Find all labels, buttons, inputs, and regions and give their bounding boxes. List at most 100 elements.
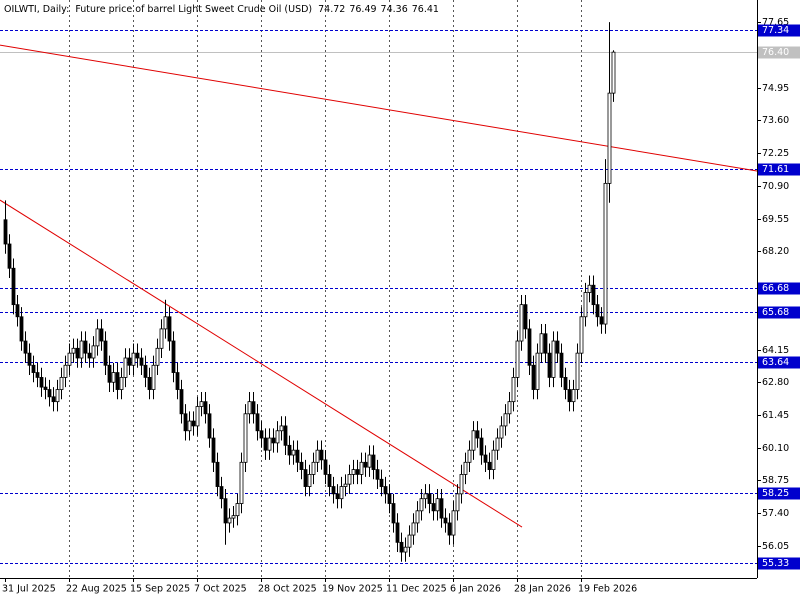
candle-body xyxy=(131,352,136,366)
candle-body xyxy=(151,364,156,390)
level-label: 63.64 xyxy=(762,357,789,368)
x-tick-label: 7 Oct 2025 xyxy=(194,584,247,595)
level-label-box xyxy=(758,356,800,369)
candle-body xyxy=(7,243,12,269)
candle-body xyxy=(147,377,152,390)
candle-body xyxy=(283,425,288,446)
candle-body xyxy=(443,517,448,524)
candle-body xyxy=(15,304,20,318)
level-label: 65.68 xyxy=(762,307,789,318)
candle-body xyxy=(483,454,488,463)
candle-body xyxy=(91,345,96,359)
candle-body xyxy=(75,347,80,359)
candle-body xyxy=(327,474,332,487)
candle-body xyxy=(419,498,424,512)
candle-body xyxy=(11,267,16,306)
candle-body xyxy=(307,474,312,487)
candle-body xyxy=(455,493,460,512)
candle-body xyxy=(471,430,476,451)
bid-label-box xyxy=(758,46,800,59)
candle-body xyxy=(503,413,508,427)
level-label-box xyxy=(758,282,800,295)
level-label-box xyxy=(758,24,800,37)
candle-body xyxy=(467,449,472,463)
candle-body xyxy=(187,420,192,432)
y-tick-label: 60.10 xyxy=(762,443,789,454)
y-tick-label: 58.75 xyxy=(762,475,789,486)
level-label: 58.25 xyxy=(762,488,789,499)
level-label: 55.33 xyxy=(762,558,789,569)
candle-body xyxy=(171,340,176,373)
candle-body xyxy=(31,364,36,373)
candle-body xyxy=(591,284,596,306)
candle-body xyxy=(475,430,480,439)
candle-body xyxy=(63,364,68,378)
candle-body xyxy=(571,389,576,403)
x-tick-label: 28 Jan 2026 xyxy=(514,584,571,595)
candle-body xyxy=(219,486,224,500)
candle-body xyxy=(599,316,604,325)
candle-body xyxy=(587,284,592,293)
x-tick-label: 6 Jan 2026 xyxy=(450,584,501,595)
candle-body xyxy=(575,352,580,390)
candle-body xyxy=(491,449,496,470)
candle-body xyxy=(403,546,408,553)
candle-body xyxy=(495,437,500,451)
candle-body xyxy=(379,478,384,487)
trendline xyxy=(0,199,523,528)
candle-body xyxy=(371,454,376,470)
x-tick-label: 19 Feb 2026 xyxy=(578,584,637,595)
candle-body xyxy=(359,461,364,475)
candle-body xyxy=(95,328,100,347)
level-label: 66.68 xyxy=(762,283,789,294)
y-tick-label: 56.05 xyxy=(762,541,789,552)
candle-body xyxy=(259,430,264,439)
candle-body xyxy=(547,352,552,378)
y-tick-label: 77.65 xyxy=(762,17,789,28)
candle-body xyxy=(83,340,88,354)
candle-body xyxy=(383,486,388,495)
candle-body xyxy=(183,413,188,432)
level-label-box xyxy=(758,306,800,319)
candle-body xyxy=(315,449,320,463)
candle-body xyxy=(479,437,484,456)
candle-body xyxy=(435,498,440,512)
x-tick-label: 31 Jul 2025 xyxy=(2,584,56,595)
candle-body xyxy=(355,469,360,475)
axis: 31 Jul 2025 22 Aug 2025 15 Sep 2025 7 Oct 2… xyxy=(2,17,800,595)
candle-body xyxy=(59,377,64,390)
candle-body xyxy=(243,413,248,463)
candle-body xyxy=(27,352,32,366)
candle-body xyxy=(487,461,492,470)
y-tick-label: 64.15 xyxy=(762,345,789,356)
candle-body xyxy=(603,182,608,325)
candle-body xyxy=(39,377,44,388)
candle-body xyxy=(611,51,616,94)
candle-body xyxy=(387,493,392,504)
candle-body xyxy=(539,333,544,354)
candle-body xyxy=(375,469,380,480)
candle-body xyxy=(267,437,272,451)
candle-body xyxy=(527,328,532,366)
candle-body xyxy=(391,503,396,524)
y-tick-label: 68.20 xyxy=(762,246,789,257)
candle-body xyxy=(227,517,232,524)
y-tick-label: 62.80 xyxy=(762,377,789,388)
candle-body xyxy=(363,461,368,468)
candle-body xyxy=(191,420,196,427)
candle-body xyxy=(55,389,60,403)
candle-body xyxy=(407,534,412,548)
candle-body xyxy=(47,389,52,398)
candle-body xyxy=(223,498,228,524)
chart-title: OILWTI, Daily: Future price of barrel Li… xyxy=(4,4,312,15)
candle-body xyxy=(427,493,432,504)
candle-body xyxy=(235,503,240,517)
candle-body xyxy=(107,364,112,383)
candle-body xyxy=(255,413,260,432)
candle-body xyxy=(595,304,600,318)
ohlc-close: 76.41 xyxy=(412,4,439,15)
candle-body xyxy=(563,377,568,390)
candle-body xyxy=(311,461,316,475)
candle-body xyxy=(123,357,128,378)
